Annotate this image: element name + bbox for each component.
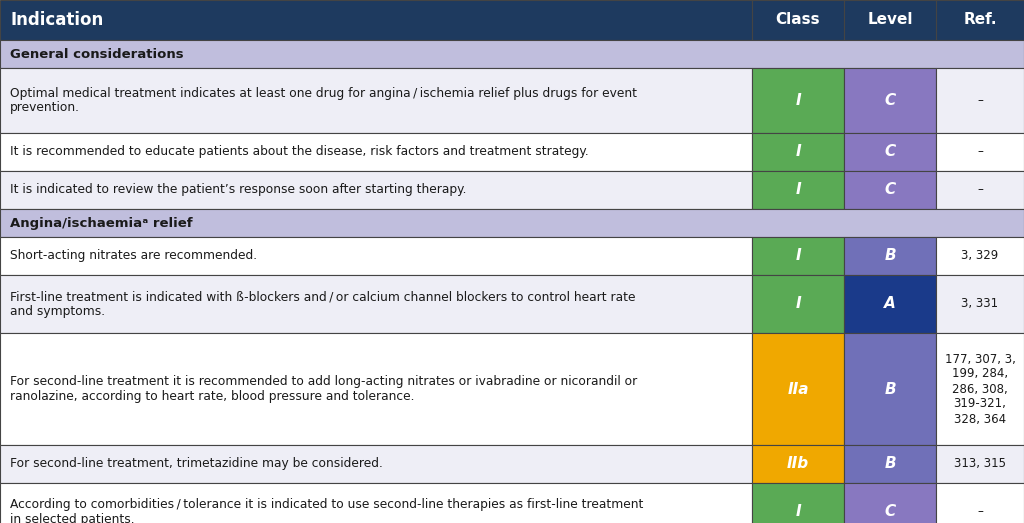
Bar <box>844 275 936 333</box>
Text: B: B <box>884 457 896 472</box>
Bar <box>936 445 1024 483</box>
Bar <box>752 445 844 483</box>
Bar <box>0 40 1024 68</box>
Bar <box>752 171 844 209</box>
Bar <box>0 275 752 333</box>
Text: Angina/ischaemiaᵃ relief: Angina/ischaemiaᵃ relief <box>10 217 193 230</box>
Text: 3, 329: 3, 329 <box>962 249 998 263</box>
Bar <box>844 133 936 171</box>
Text: I: I <box>796 183 801 198</box>
Text: C: C <box>885 505 896 519</box>
Bar <box>936 68 1024 133</box>
Text: I: I <box>796 248 801 264</box>
Bar <box>752 133 844 171</box>
Bar <box>936 275 1024 333</box>
Bar <box>0 209 1024 237</box>
Text: 313, 315: 313, 315 <box>954 458 1006 471</box>
Text: 177, 307, 3,
199, 284,
286, 308,
319-321,
328, 364: 177, 307, 3, 199, 284, 286, 308, 319-321… <box>944 353 1016 426</box>
Bar <box>936 0 1024 40</box>
Text: First-line treatment is indicated with ß-blockers and / or calcium channel block: First-line treatment is indicated with ß… <box>10 290 636 318</box>
Text: Level: Level <box>867 13 912 28</box>
Bar <box>752 333 844 445</box>
Bar <box>0 237 752 275</box>
Bar <box>752 237 844 275</box>
Text: For second-line treatment, trimetazidine may be considered.: For second-line treatment, trimetazidine… <box>10 458 383 471</box>
Bar <box>752 68 844 133</box>
Text: I: I <box>796 505 801 519</box>
Text: –: – <box>977 506 983 518</box>
Bar <box>0 171 752 209</box>
Bar <box>0 445 752 483</box>
Text: C: C <box>885 144 896 160</box>
Bar <box>752 483 844 523</box>
Text: C: C <box>885 183 896 198</box>
Bar <box>936 237 1024 275</box>
Text: IIb: IIb <box>786 457 809 472</box>
Text: Ref.: Ref. <box>964 13 996 28</box>
Text: I: I <box>796 144 801 160</box>
Text: Optimal medical treatment indicates at least one drug for angina / ischemia reli: Optimal medical treatment indicates at l… <box>10 86 637 115</box>
Bar <box>752 0 844 40</box>
Bar <box>936 171 1024 209</box>
Text: Short-acting nitrates are recommended.: Short-acting nitrates are recommended. <box>10 249 257 263</box>
Bar <box>844 171 936 209</box>
Bar <box>936 333 1024 445</box>
Text: According to comorbidities / tolerance it is indicated to use second-line therap: According to comorbidities / tolerance i… <box>10 498 643 523</box>
Bar <box>844 237 936 275</box>
Bar <box>936 483 1024 523</box>
Text: Indication: Indication <box>10 11 103 29</box>
Text: –: – <box>977 94 983 107</box>
Text: It is indicated to review the patient’s response soon after starting therapy.: It is indicated to review the patient’s … <box>10 184 467 197</box>
Bar <box>844 483 936 523</box>
Text: It is recommended to educate patients about the disease, risk factors and treatm: It is recommended to educate patients ab… <box>10 145 589 158</box>
Bar <box>0 133 752 171</box>
Text: B: B <box>884 381 896 396</box>
Text: B: B <box>884 248 896 264</box>
Text: For second-line treatment it is recommended to add long-acting nitrates or ivabr: For second-line treatment it is recommen… <box>10 375 637 403</box>
Text: –: – <box>977 184 983 197</box>
Bar <box>844 445 936 483</box>
Text: 3, 331: 3, 331 <box>962 298 998 311</box>
Bar <box>752 275 844 333</box>
Bar <box>0 68 752 133</box>
Text: A: A <box>884 297 896 312</box>
Bar <box>844 0 936 40</box>
Bar <box>0 483 752 523</box>
Bar <box>844 333 936 445</box>
Text: I: I <box>796 297 801 312</box>
Bar <box>0 333 752 445</box>
Text: General considerations: General considerations <box>10 48 183 61</box>
Bar <box>844 68 936 133</box>
Text: I: I <box>796 93 801 108</box>
Text: –: – <box>977 145 983 158</box>
Bar <box>936 133 1024 171</box>
Bar <box>0 0 752 40</box>
Text: Class: Class <box>776 13 820 28</box>
Text: C: C <box>885 93 896 108</box>
Text: IIa: IIa <box>787 381 809 396</box>
